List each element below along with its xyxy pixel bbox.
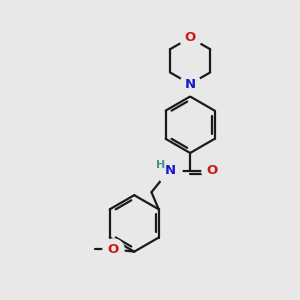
Text: H: H: [156, 160, 165, 170]
Text: O: O: [108, 243, 119, 256]
Text: N: N: [164, 164, 175, 177]
Text: O: O: [184, 31, 196, 44]
Text: O: O: [206, 164, 217, 177]
Text: N: N: [184, 77, 196, 91]
